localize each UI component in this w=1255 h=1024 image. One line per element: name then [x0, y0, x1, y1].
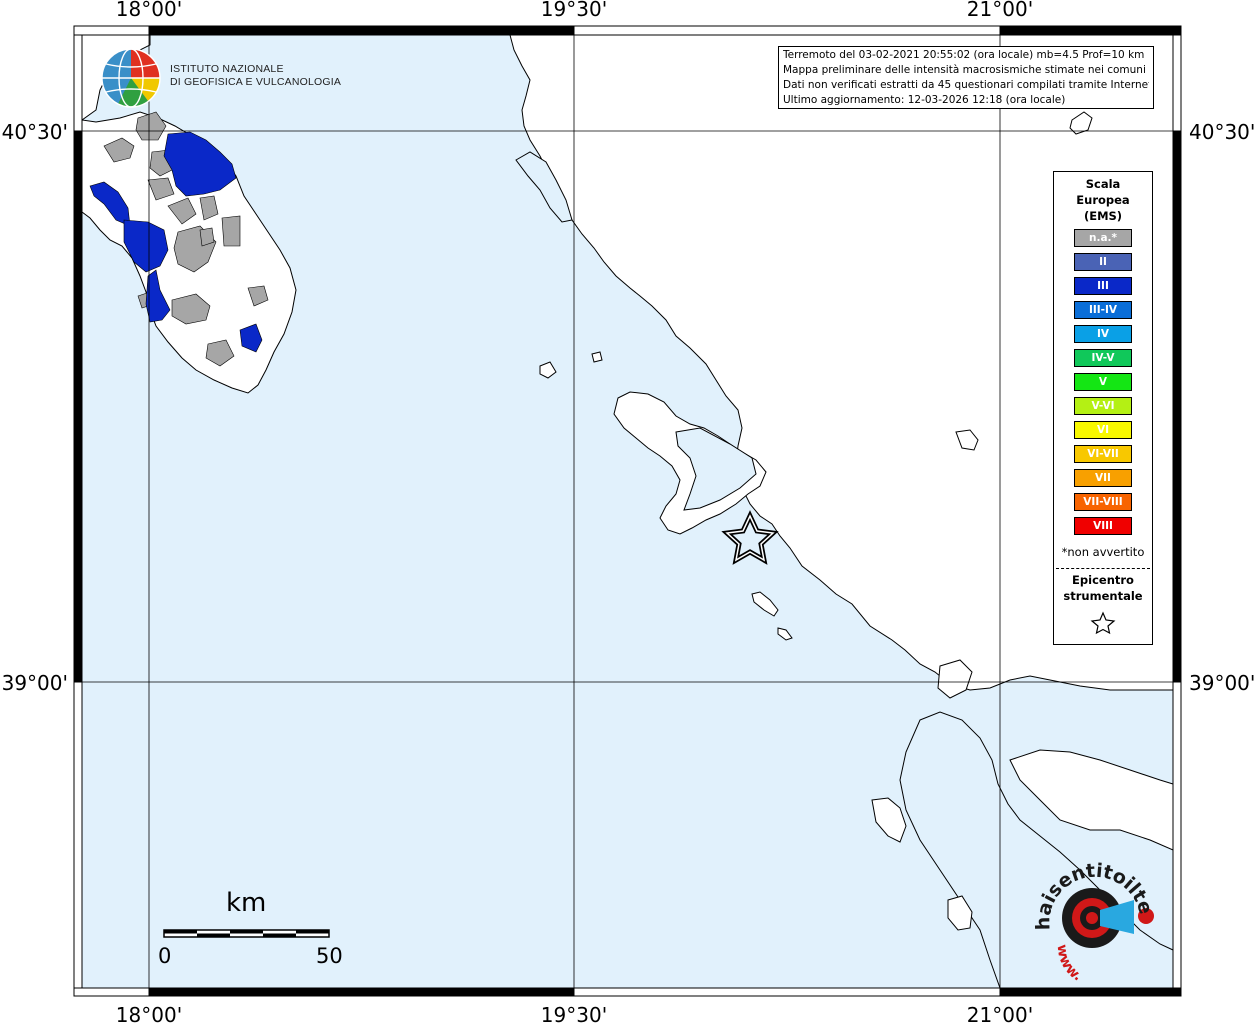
- intensity-III-areas: [89, 131, 263, 353]
- small-island: [591, 351, 603, 363]
- legend-epicenter-label: Epicentro strumentale: [1054, 572, 1152, 604]
- lon-tick-label: 18°00': [116, 1003, 182, 1024]
- scale-unit-label: km: [226, 888, 267, 918]
- antipaxos-island: [777, 627, 793, 641]
- lat-tick-label: 40°30': [1189, 120, 1255, 144]
- legend-star-icon: [1090, 611, 1116, 635]
- small-island: [955, 429, 979, 451]
- ingv-logo-icon: [101, 48, 161, 108]
- graticule: [82, 35, 1173, 988]
- lat-tick-label: 39°00': [2, 671, 68, 695]
- small-island: [937, 659, 973, 699]
- paxos-island: [751, 591, 779, 617]
- legend-item: III: [1074, 277, 1132, 295]
- map-frame: [73, 25, 1182, 997]
- lat-tick-label: 39°00': [1189, 671, 1255, 695]
- earthquake-info-box: Terremoto del 03-02-2021 20:55:02 (ora l…: [778, 46, 1154, 109]
- lon-tick-label: 21°00': [967, 1003, 1033, 1024]
- legend-item: VI: [1074, 421, 1132, 439]
- lon-tick-label: 18°00': [116, 0, 182, 21]
- legend-title-line: Scala: [1085, 177, 1121, 191]
- legend-item: II: [1074, 253, 1132, 271]
- scale-max-label: 50: [316, 944, 343, 968]
- scale-min-label: 0: [158, 944, 172, 968]
- scale-bar: [163, 929, 330, 938]
- legend-title-line: (EMS): [1083, 209, 1123, 223]
- legend-item: VII-VIII: [1074, 493, 1132, 511]
- lefkada-island: [871, 797, 907, 843]
- org-name: ISTITUTO NAZIONALE DI GEOFISICA E VULCAN…: [170, 63, 341, 89]
- lon-tick-label: 19°30': [541, 1003, 607, 1024]
- legend-title-line: Europea: [1076, 193, 1130, 207]
- corfu-island: [613, 391, 767, 535]
- intensity-legend: Scala Europea (EMS) n.a.* II III III-IV IV IV…: [1053, 171, 1153, 645]
- ithaca-island: [947, 895, 973, 931]
- lagoon: [515, 151, 573, 223]
- lon-tick-label: 21°00': [967, 0, 1033, 21]
- org-name-line: DI GEOFISICA E VULCANOLOGIA: [170, 76, 342, 88]
- legend-title: Scala Europea (EMS): [1054, 176, 1152, 224]
- info-line: Dati non verificati estratti da 45 quest…: [783, 79, 1149, 91]
- lon-tick-label: 19°30': [541, 0, 607, 21]
- legend-note: *non avvertito: [1061, 545, 1145, 559]
- legend-item: IV: [1074, 325, 1132, 343]
- legend-item: VII: [1074, 469, 1132, 487]
- intensity-na-areas: [103, 111, 269, 367]
- legend-epicenter-line: Epicentro: [1072, 573, 1134, 587]
- legend-divider: [1056, 568, 1150, 569]
- legend-item: VI-VII: [1074, 445, 1132, 463]
- small-island: [539, 361, 557, 379]
- legend-item: n.a.*: [1074, 229, 1132, 247]
- org-name-line: ISTITUTO NAZIONALE: [170, 63, 284, 75]
- small-island: [1069, 111, 1093, 135]
- info-line: Ultimo aggiornamento: 12-03-2026 12:18 (…: [783, 94, 1066, 106]
- corfu-strait: [675, 427, 757, 511]
- lat-tick-label: 40°30': [2, 120, 68, 144]
- legend-item: III-IV: [1074, 301, 1132, 319]
- info-line: Terremoto del 03-02-2021 20:55:02 (ora l…: [783, 49, 1145, 61]
- legend-items: n.a.* II III III-IV IV IV-V V V-VI VI VI-VII VII VI…: [1074, 229, 1132, 541]
- legend-item: V: [1074, 373, 1132, 391]
- legend-item: VIII: [1074, 517, 1132, 535]
- legend-item: IV-V: [1074, 349, 1132, 367]
- info-line: Mappa preliminare delle intensità macros…: [783, 64, 1146, 76]
- legend-epicenter-line: strumentale: [1063, 589, 1143, 603]
- legend-item: V-VI: [1074, 397, 1132, 415]
